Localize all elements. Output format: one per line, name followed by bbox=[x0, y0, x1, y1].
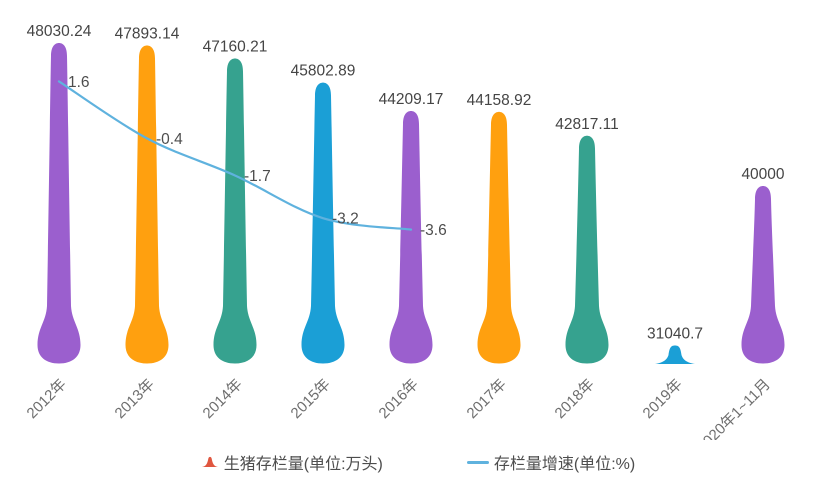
legend-item-inventory[interactable]: 生猪存栏量(单位:万头) bbox=[201, 450, 383, 474]
x-axis-label-2013年: 2013年 bbox=[112, 376, 158, 422]
value-label-2015年: 45802.89 bbox=[291, 63, 356, 80]
growth-line bbox=[57, 80, 413, 231]
x-axis-label-2017年: 2017年 bbox=[464, 376, 510, 422]
bar-2012年 bbox=[37, 43, 81, 364]
chart-legend: 生猪存栏量(单位:万头) 存栏量增速(单位:%) bbox=[0, 450, 820, 474]
chart-plot-area: 1.6 -0.4 -1.7 -3.2 -3.6 48030.24 47893.14 47160… bbox=[24, 23, 785, 440]
value-label-2012年: 48030.24 bbox=[27, 23, 92, 40]
value-label-2016年: 44209.17 bbox=[379, 91, 444, 108]
value-label-2017年: 44158.92 bbox=[467, 92, 532, 109]
growth-label-2012年: 1.6 bbox=[68, 74, 90, 91]
x-axis-label-2020年1~11月: 2020年1~11月 bbox=[694, 376, 774, 440]
teardrop-bar-legend-icon bbox=[201, 456, 218, 467]
value-label-2014年: 47160.21 bbox=[203, 38, 268, 55]
bar-2015年 bbox=[301, 82, 345, 364]
bar-2014年 bbox=[213, 58, 257, 364]
value-label-2019年: 31040.7 bbox=[647, 325, 703, 342]
bar-2020年1~11月 bbox=[741, 185, 785, 364]
value-label-2020年1~11月: 40000 bbox=[741, 166, 784, 183]
bar-2017年 bbox=[477, 111, 521, 364]
growth-label-2014年: -1.7 bbox=[244, 168, 271, 185]
value-label-2018年: 42817.11 bbox=[555, 116, 619, 133]
legend-label-growth: 存栏量增速(单位:%) bbox=[493, 456, 636, 473]
legend-item-growth[interactable]: 存栏量增速(单位:%) bbox=[466, 450, 636, 474]
growth-label-2013年: -0.4 bbox=[156, 131, 183, 148]
bar-2019年 bbox=[655, 345, 695, 364]
x-axis-label-2015年: 2015年 bbox=[288, 376, 334, 422]
line-legend-icon bbox=[466, 460, 489, 464]
legend-label-inventory: 生猪存栏量(单位:万头) bbox=[223, 456, 383, 473]
bar-2016年 bbox=[389, 111, 433, 364]
growth-label-2016年: -3.6 bbox=[420, 222, 447, 239]
value-label-2013年: 47893.14 bbox=[115, 25, 180, 42]
bar-2018年 bbox=[565, 135, 609, 364]
bar-2013年 bbox=[125, 45, 169, 364]
x-axis-label-2016年: 2016年 bbox=[376, 376, 422, 422]
growth-label-2015年: -3.2 bbox=[332, 211, 359, 228]
x-axis-label-2018年: 2018年 bbox=[552, 376, 598, 422]
x-axis-label-2012年: 2012年 bbox=[24, 376, 70, 422]
x-axis-label-2014年: 2014年 bbox=[200, 376, 246, 422]
x-axis-label-2019年: 2019年 bbox=[640, 376, 686, 422]
